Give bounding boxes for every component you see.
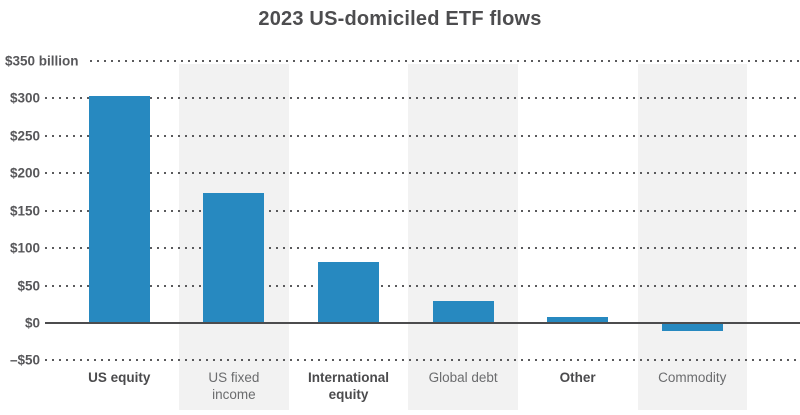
gridline-300 xyxy=(45,97,800,100)
y-axis-label-0: $0 xyxy=(24,315,40,331)
y-axis-label-100: $100 xyxy=(9,240,40,256)
bar-commodity xyxy=(661,324,723,332)
bar-other xyxy=(547,317,609,323)
y-axis-label-200: $200 xyxy=(9,165,40,181)
y-axis-label-300: $300 xyxy=(9,90,40,106)
y-axis-label-50: $50 xyxy=(17,278,40,294)
chart-title: 2023 US-domiciled ETF flows xyxy=(258,8,542,30)
x-label-commodity: Commodity xyxy=(658,370,727,385)
x-label-international-equity: International equity xyxy=(307,370,389,402)
gridline--50 xyxy=(45,359,800,362)
gridline-100 xyxy=(45,247,800,250)
x-label-global-debt: Global debt xyxy=(428,370,498,385)
column-band-global-debt xyxy=(408,64,518,410)
bar-us-fixed-income xyxy=(203,192,265,323)
x-label-us-equity: US equity xyxy=(88,370,151,385)
bar-international-equity xyxy=(318,261,379,323)
column-band-commodity xyxy=(637,64,748,410)
y-axis-label-250: $250 xyxy=(9,128,40,144)
bar-global-debt xyxy=(432,301,494,323)
y-axis-label--50: –$50 xyxy=(9,352,40,368)
bar-us-equity xyxy=(88,96,150,323)
gridline-150 xyxy=(45,209,800,212)
y-axis-label-150: $150 xyxy=(9,203,40,219)
x-label-other: Other xyxy=(559,370,596,385)
gridline-0 xyxy=(45,322,800,324)
gridline-200 xyxy=(45,172,800,175)
gridline-50 xyxy=(45,284,800,287)
gridline-250 xyxy=(45,134,800,137)
y-axis-label-350: $350 billion xyxy=(5,53,79,69)
x-label-us-fixed-income: US fixed income xyxy=(208,370,260,402)
gridline-350 xyxy=(90,60,800,62)
